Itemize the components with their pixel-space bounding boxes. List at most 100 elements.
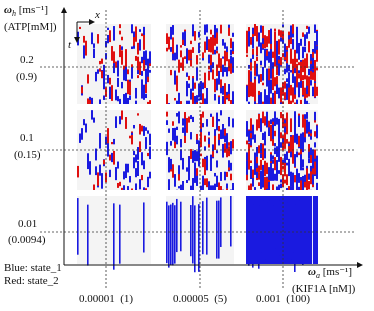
pattern — [316, 162, 318, 178]
pattern — [168, 103, 170, 104]
pattern — [137, 161, 139, 176]
pattern — [270, 154, 272, 162]
y-tick-conc: (0.15) — [14, 149, 41, 161]
pattern — [91, 32, 93, 45]
pattern — [284, 119, 286, 124]
pattern — [256, 103, 258, 104]
pattern — [222, 39, 224, 46]
pattern — [208, 184, 210, 190]
pattern — [250, 166, 252, 180]
pattern — [276, 40, 278, 50]
pattern — [296, 151, 298, 158]
pattern — [256, 63, 258, 77]
pattern — [216, 160, 218, 168]
pattern — [280, 112, 282, 119]
pattern — [302, 85, 304, 96]
pattern — [103, 74, 105, 90]
pattern — [139, 123, 141, 135]
pattern — [194, 31, 196, 41]
pattern — [262, 43, 264, 49]
pattern — [312, 171, 314, 184]
pattern — [260, 170, 262, 177]
pattern — [188, 100, 190, 104]
pattern — [103, 64, 105, 77]
pattern — [87, 98, 89, 104]
pattern — [133, 150, 135, 156]
pattern — [248, 27, 250, 36]
pattern — [196, 138, 198, 145]
pattern — [252, 126, 254, 139]
pattern — [218, 119, 220, 122]
pattern — [113, 26, 115, 41]
pattern — [232, 139, 234, 149]
pattern — [286, 51, 288, 64]
pattern — [196, 55, 198, 65]
pattern — [143, 51, 145, 60]
pattern — [270, 79, 272, 94]
pattern — [192, 196, 194, 264]
pattern — [308, 131, 310, 135]
pattern — [282, 114, 284, 129]
pattern — [262, 200, 264, 262]
pattern — [113, 60, 115, 74]
pattern — [290, 70, 292, 73]
pattern — [282, 138, 284, 143]
pattern — [272, 82, 274, 91]
pattern — [95, 148, 97, 161]
pattern — [300, 38, 302, 46]
pattern — [248, 70, 250, 84]
pattern — [206, 178, 208, 188]
pattern — [127, 97, 129, 104]
pattern — [252, 169, 254, 178]
pattern — [166, 201, 168, 264]
pattern — [143, 160, 145, 170]
pattern — [200, 96, 202, 101]
pattern — [170, 204, 172, 265]
pattern — [246, 42, 248, 53]
pattern — [168, 179, 170, 190]
pattern — [252, 39, 254, 49]
pattern — [286, 188, 288, 190]
pattern — [250, 118, 252, 131]
pattern — [79, 26, 81, 30]
pattern — [222, 130, 224, 139]
pattern — [109, 169, 111, 178]
pattern — [246, 140, 248, 145]
pattern — [176, 135, 178, 145]
pattern — [97, 34, 99, 44]
pattern — [188, 83, 190, 88]
x-axis-quantity: (KIF1A [nM]) — [292, 283, 356, 295]
pattern — [182, 118, 184, 126]
pattern — [308, 26, 310, 30]
pattern — [192, 178, 194, 190]
pattern — [280, 202, 282, 264]
pattern — [218, 71, 220, 85]
pattern — [304, 34, 306, 47]
pattern — [184, 34, 186, 40]
pattern — [184, 56, 186, 60]
pattern — [306, 56, 308, 68]
y-axis-label: ωh [ms⁻¹] — [4, 4, 48, 18]
pattern — [256, 56, 258, 62]
pattern — [280, 37, 282, 42]
pattern — [270, 126, 272, 138]
pattern — [194, 205, 196, 273]
pattern — [216, 175, 218, 187]
pattern — [133, 31, 135, 46]
pattern — [260, 175, 262, 189]
pattern — [284, 199, 286, 263]
pattern — [89, 161, 91, 175]
pattern — [194, 162, 196, 178]
pattern — [316, 49, 318, 62]
pattern — [258, 165, 260, 173]
pattern — [176, 126, 178, 131]
pattern — [312, 149, 314, 163]
pattern — [264, 196, 266, 260]
pattern — [111, 46, 113, 60]
pattern — [276, 56, 278, 62]
pattern — [262, 101, 264, 104]
pattern — [276, 79, 278, 94]
pattern — [109, 30, 111, 43]
pattern — [139, 39, 141, 43]
pattern — [147, 152, 149, 157]
